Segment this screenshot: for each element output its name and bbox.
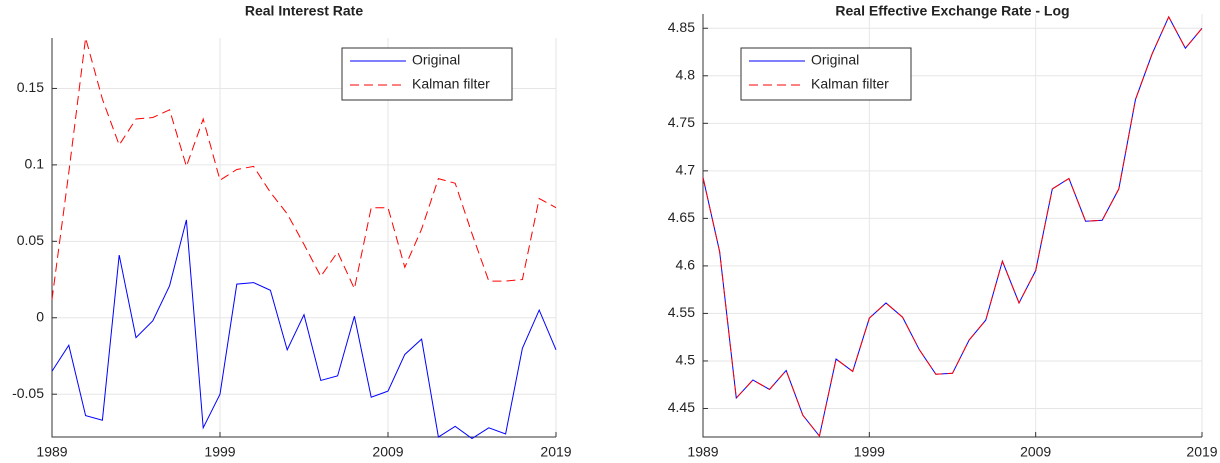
y-tick-label: 4.75 <box>668 114 695 130</box>
x-tick-label: 1999 <box>854 444 885 460</box>
y-tick-label: 4.8 <box>676 66 696 82</box>
x-tick-label: 2009 <box>1020 444 1051 460</box>
series-line <box>702 15 1203 438</box>
legend-label: Kalman filter <box>412 76 490 92</box>
x-tick-label: 2019 <box>1186 444 1217 460</box>
x-tick-label: 1989 <box>36 444 67 460</box>
series-line <box>51 219 557 440</box>
axes-frame <box>51 38 556 438</box>
legend-label: Kalman filter <box>811 76 889 92</box>
y-tick-label: 0.1 <box>25 156 45 172</box>
x-tick-label: 2009 <box>372 444 403 460</box>
x-tick-label: 2019 <box>540 444 571 460</box>
legend-label: Original <box>412 52 460 68</box>
y-tick-label: 0.05 <box>17 232 44 248</box>
legend-box <box>341 47 513 101</box>
y-tick-label: 4.7 <box>676 162 696 178</box>
x-tick-label: 1999 <box>204 444 235 460</box>
y-tick-label: 0.15 <box>17 79 44 95</box>
y-tick-label: 4.85 <box>668 19 695 35</box>
y-tick-label: 4.55 <box>668 304 695 320</box>
legend-label: Original <box>811 52 859 68</box>
y-tick-label: 4.45 <box>668 399 695 415</box>
chart-title: Real Effective Exchange Rate - Log <box>835 3 1069 19</box>
axes-frame <box>702 14 1202 438</box>
y-tick-label: 0 <box>36 308 44 324</box>
legend-box <box>740 47 912 101</box>
y-tick-label: 4.6 <box>676 257 696 273</box>
chart-title: Real Interest Rate <box>245 3 363 19</box>
x-tick-label: 1989 <box>687 444 718 460</box>
y-tick-label: 4.5 <box>676 352 696 368</box>
y-tick-label: 4.65 <box>668 209 695 225</box>
y-tick-label: -0.05 <box>12 385 44 401</box>
series-line <box>51 37 557 300</box>
